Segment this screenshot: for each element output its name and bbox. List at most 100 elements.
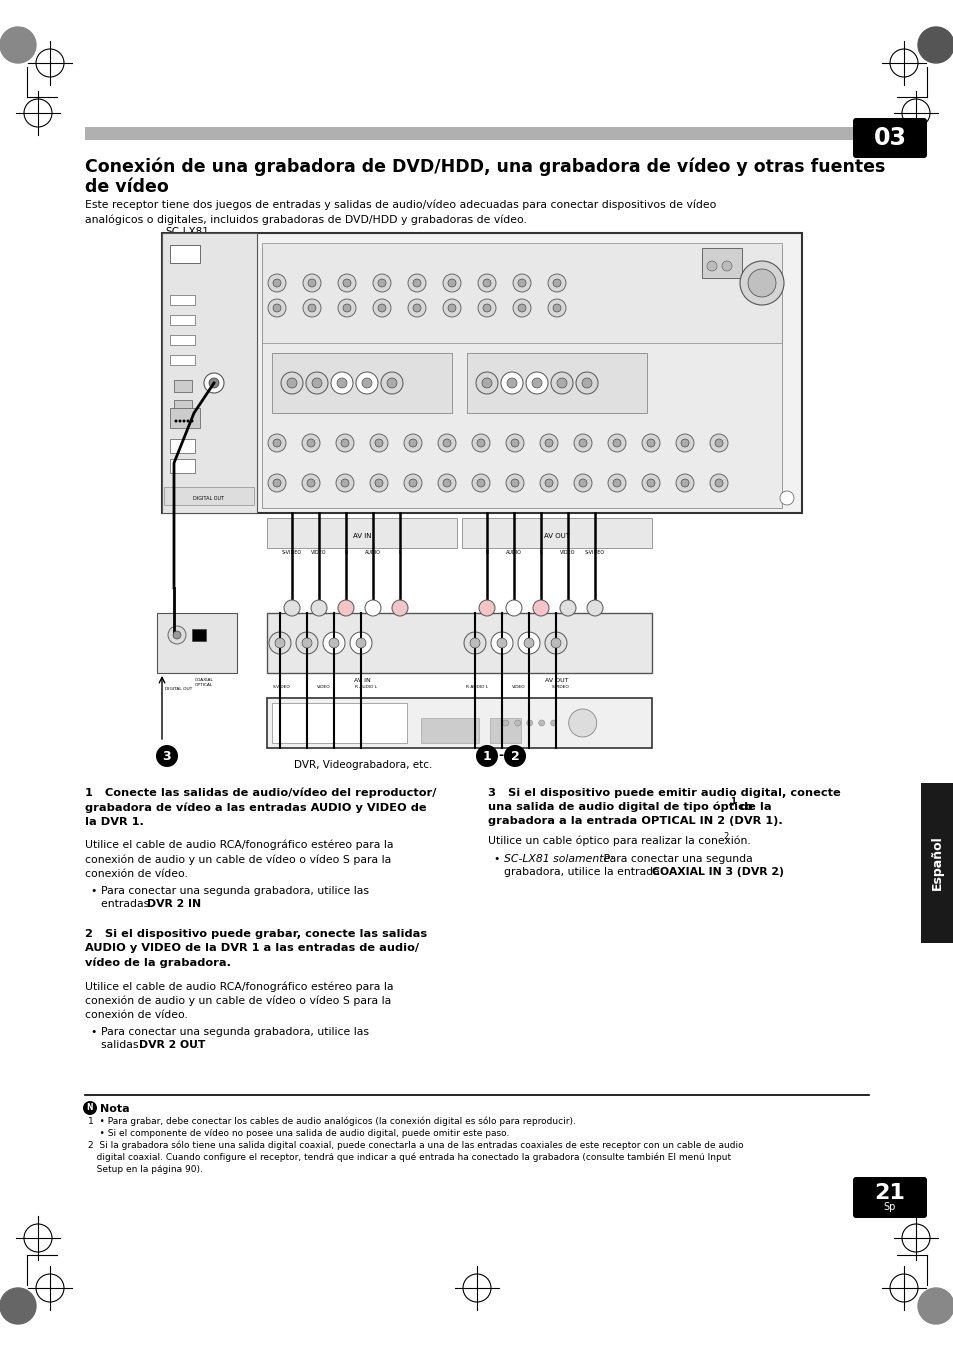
Text: .: . bbox=[196, 898, 200, 909]
Circle shape bbox=[370, 474, 388, 492]
Circle shape bbox=[513, 299, 531, 317]
Circle shape bbox=[581, 378, 592, 388]
Circle shape bbox=[268, 274, 286, 292]
Text: grabadora a la entrada OPTICAL IN 2 (DVR 1).: grabadora a la entrada OPTICAL IN 2 (DVR… bbox=[488, 816, 781, 825]
Text: AV IN: AV IN bbox=[354, 678, 370, 684]
Circle shape bbox=[551, 372, 573, 394]
Bar bbox=[162, 232, 256, 513]
Text: R AUDIO L: R AUDIO L bbox=[465, 685, 488, 689]
Circle shape bbox=[355, 638, 366, 648]
Circle shape bbox=[365, 600, 380, 616]
Text: Utilice un cable óptico para realizar la conexión.: Utilice un cable óptico para realizar la… bbox=[488, 836, 750, 847]
Circle shape bbox=[337, 299, 355, 317]
Circle shape bbox=[491, 632, 513, 654]
Circle shape bbox=[709, 434, 727, 453]
Bar bbox=[170, 335, 194, 345]
Circle shape bbox=[375, 480, 382, 486]
Circle shape bbox=[709, 474, 727, 492]
Text: COAXIAL
OPTICAL: COAXIAL OPTICAL bbox=[194, 678, 213, 686]
Circle shape bbox=[544, 480, 553, 486]
Text: 2  Si la grabadora sólo tiene una salida digital coaxial, puede conectarla a una: 2 Si la grabadora sólo tiene una salida … bbox=[88, 1142, 742, 1151]
Circle shape bbox=[377, 280, 386, 286]
Text: Para conectar una segunda grabadora, utilice las: Para conectar una segunda grabadora, uti… bbox=[101, 1027, 369, 1038]
Circle shape bbox=[204, 373, 224, 393]
Circle shape bbox=[303, 274, 320, 292]
Circle shape bbox=[340, 480, 349, 486]
Text: R: R bbox=[485, 550, 488, 555]
Circle shape bbox=[273, 280, 281, 286]
Circle shape bbox=[311, 600, 327, 616]
Circle shape bbox=[477, 299, 496, 317]
Circle shape bbox=[269, 632, 291, 654]
Circle shape bbox=[477, 274, 496, 292]
Text: Español: Español bbox=[930, 836, 943, 890]
Bar bbox=[192, 630, 206, 640]
Circle shape bbox=[553, 304, 560, 312]
Text: R: R bbox=[344, 550, 347, 555]
Text: Nota: Nota bbox=[100, 1104, 130, 1115]
Circle shape bbox=[355, 372, 377, 394]
Text: DVR, Videograbadora, etc.: DVR, Videograbadora, etc. bbox=[294, 761, 432, 770]
Circle shape bbox=[538, 720, 544, 725]
Circle shape bbox=[547, 299, 565, 317]
Text: de vídeo: de vídeo bbox=[85, 178, 169, 196]
Bar bbox=[162, 232, 801, 513]
Circle shape bbox=[613, 480, 620, 486]
Bar bbox=[272, 353, 452, 413]
Text: L: L bbox=[398, 550, 401, 555]
Bar bbox=[461, 517, 651, 549]
Circle shape bbox=[532, 378, 541, 388]
Circle shape bbox=[551, 638, 560, 648]
Circle shape bbox=[387, 378, 396, 388]
Bar bbox=[490, 717, 520, 743]
Circle shape bbox=[553, 280, 560, 286]
Circle shape bbox=[780, 490, 793, 505]
Circle shape bbox=[646, 439, 655, 447]
Text: 2: 2 bbox=[722, 832, 727, 842]
Circle shape bbox=[335, 434, 354, 453]
Circle shape bbox=[302, 474, 319, 492]
Circle shape bbox=[409, 439, 416, 447]
Circle shape bbox=[281, 372, 303, 394]
Circle shape bbox=[557, 378, 566, 388]
Text: .: . bbox=[195, 1040, 199, 1050]
Text: N: N bbox=[87, 1104, 93, 1112]
Text: entradas: entradas bbox=[101, 898, 152, 909]
Text: Para conectar una segunda grabadora, utilice las: Para conectar una segunda grabadora, uti… bbox=[101, 886, 369, 896]
Text: -: - bbox=[497, 750, 503, 762]
Text: 03: 03 bbox=[873, 126, 905, 150]
Text: salidas: salidas bbox=[101, 1040, 142, 1050]
Text: VIDEO: VIDEO bbox=[311, 550, 327, 555]
Circle shape bbox=[578, 480, 586, 486]
Circle shape bbox=[413, 304, 420, 312]
Text: S-VIDEO: S-VIDEO bbox=[282, 550, 302, 555]
Circle shape bbox=[335, 474, 354, 492]
Circle shape bbox=[274, 638, 285, 648]
Circle shape bbox=[472, 434, 490, 453]
Text: Para conectar una segunda: Para conectar una segunda bbox=[599, 854, 752, 865]
Text: AV OUT: AV OUT bbox=[543, 534, 569, 539]
Circle shape bbox=[448, 304, 456, 312]
Text: 1  • Para grabar, debe conectar los cables de audio analógicos (la conexión digi: 1 • Para grabar, debe conectar los cable… bbox=[88, 1117, 576, 1127]
Text: R AUDIO L: R AUDIO L bbox=[355, 685, 376, 689]
Text: •: • bbox=[90, 1027, 96, 1038]
Circle shape bbox=[442, 439, 451, 447]
Circle shape bbox=[517, 304, 525, 312]
Circle shape bbox=[721, 261, 731, 272]
Text: AV IN: AV IN bbox=[353, 534, 371, 539]
Circle shape bbox=[481, 378, 492, 388]
Text: SC-LX81 solamente:: SC-LX81 solamente: bbox=[503, 854, 613, 865]
Circle shape bbox=[284, 600, 299, 616]
Text: Conexión de una grabadora de DVD/HDD, una grabadora de vídeo y otras fuentes: Conexión de una grabadora de DVD/HDD, un… bbox=[85, 158, 884, 177]
Circle shape bbox=[442, 480, 451, 486]
Bar bbox=[467, 353, 646, 413]
Circle shape bbox=[523, 638, 534, 648]
Text: de la: de la bbox=[735, 802, 771, 812]
Circle shape bbox=[413, 280, 420, 286]
Circle shape bbox=[373, 274, 391, 292]
Text: 1   Conecte las salidas de audio/vídeo del reproductor/
grabadora de vídeo a las: 1 Conecte las salidas de audio/vídeo del… bbox=[85, 788, 436, 827]
Circle shape bbox=[308, 304, 315, 312]
Circle shape bbox=[343, 304, 351, 312]
Circle shape bbox=[680, 439, 688, 447]
Circle shape bbox=[917, 1288, 953, 1324]
